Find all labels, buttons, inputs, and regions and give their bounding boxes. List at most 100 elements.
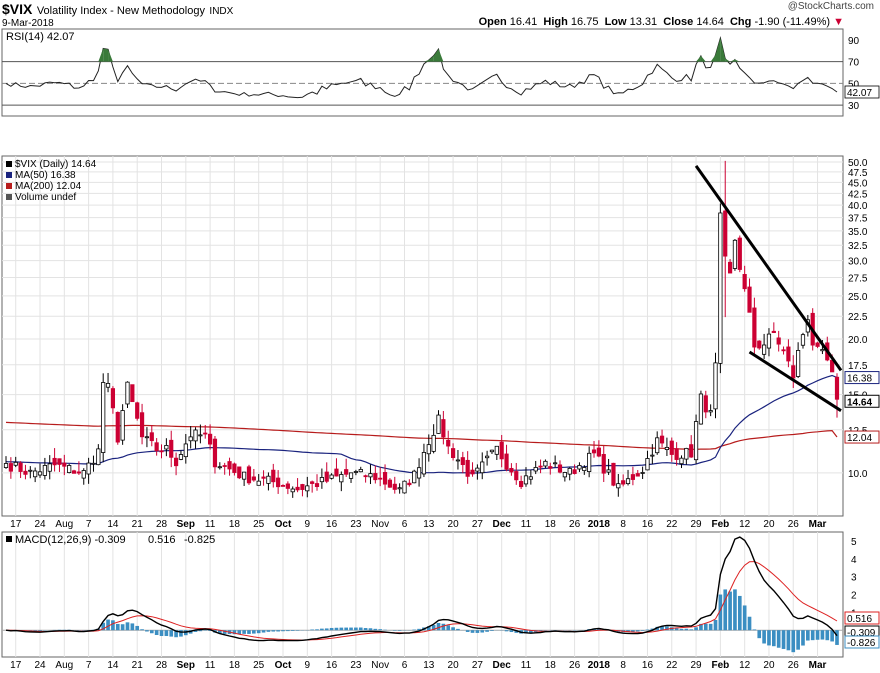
candle-body	[139, 412, 145, 438]
rsi-overbought-fill	[720, 37, 726, 62]
candle-body	[528, 476, 533, 480]
candle-body	[13, 461, 18, 466]
candle-body	[781, 349, 786, 352]
price-legend-entry: $VIX (Daily) 14.64	[15, 159, 97, 170]
candle-body	[203, 432, 208, 435]
candle-body	[645, 458, 650, 471]
price-legend-swatch	[6, 161, 12, 167]
price-y-tick-label: 50.0	[848, 158, 868, 169]
macd-histogram-bar	[451, 627, 455, 631]
rsi-overbought-fill	[438, 49, 444, 62]
macd-histogram-bar	[524, 630, 528, 634]
macd-x-tick-label: Mar	[809, 660, 827, 671]
candle-body	[334, 468, 339, 477]
macd-histogram-bar	[310, 629, 314, 631]
candle-body	[212, 438, 218, 468]
ohlc-readout: Open 16.41 High 16.75 Low 13.31 Close 14…	[479, 16, 844, 28]
candle-body	[183, 443, 188, 458]
price-x-tick-label: Mar	[809, 519, 827, 530]
candle-body	[732, 239, 738, 269]
macd-histogram-bar	[742, 605, 747, 631]
macd-histogram-bar	[397, 630, 402, 631]
price-x-tick-label: Sep	[177, 519, 195, 530]
price-y-tick-label: 27.5	[848, 273, 868, 284]
candle-body	[285, 483, 290, 489]
macd-histogram-bar	[344, 627, 348, 631]
macd-legend-swatch	[6, 536, 12, 542]
macd-histogram-bar	[796, 630, 800, 650]
price-x-tick-label: 29	[691, 519, 703, 530]
price-x-tick-label: 13	[423, 519, 435, 530]
macd-histogram-bar	[208, 630, 212, 631]
trendline	[694, 165, 843, 372]
macd-x-tick-label: 23	[350, 660, 362, 671]
macd-histogram-bar	[252, 630, 256, 634]
trendline	[748, 350, 842, 412]
candle-body	[402, 480, 407, 494]
price-x-tick-label: 9	[305, 519, 311, 530]
macd-x-tick-label: 25	[253, 660, 265, 671]
macd-histogram-bar	[140, 629, 144, 631]
macd-x-tick-label: Feb	[711, 660, 729, 671]
candle-body	[412, 470, 417, 484]
price-y-tick-label: 37.5	[848, 214, 868, 225]
price-legend-entry: MA(50) 16.38	[15, 170, 76, 181]
candle-body	[489, 449, 495, 453]
price-y-tick-label: 42.5	[848, 189, 868, 200]
candle-body	[208, 433, 213, 445]
macd-histogram-bar	[295, 630, 300, 631]
macd-histogram-bar	[266, 630, 271, 632]
candle-body	[708, 410, 713, 413]
price-x-tick-label: Oct	[275, 519, 292, 530]
candle-body	[421, 452, 427, 475]
price-y-tick-label: 30.0	[848, 257, 868, 268]
macd-histogram-bar	[703, 623, 708, 631]
candle-body	[387, 479, 393, 488]
macd-histogram-bar	[470, 630, 475, 633]
candle-body	[465, 459, 470, 477]
macd-histogram-bar	[431, 625, 436, 631]
candle-body	[635, 473, 640, 477]
macd-histogram-bar	[733, 589, 737, 631]
candle-body	[159, 450, 164, 453]
price-last-ma50-label: 16.38	[847, 374, 872, 385]
macd-histogram-bar	[699, 623, 703, 631]
macd-histogram-bar	[737, 595, 742, 631]
macd-histogram-bar	[115, 623, 120, 631]
rsi-overbought-fill	[730, 59, 735, 62]
macd-histogram-bar	[674, 628, 679, 631]
macd-histogram-bar	[354, 627, 358, 631]
macd-histogram-bar	[159, 630, 164, 636]
macd-histogram-bar	[247, 630, 251, 634]
candle-body	[499, 441, 504, 460]
price-last-ma50-box	[844, 371, 880, 385]
price-legend-swatch	[6, 172, 12, 178]
price-x-tick-label: 25	[253, 519, 265, 530]
candle-body	[480, 461, 485, 474]
candle-body	[222, 465, 227, 467]
macd-histogram-bar	[120, 624, 125, 631]
price-x-tick-label: 18	[545, 519, 557, 530]
macd-histogram-bar	[281, 630, 285, 632]
macd-histogram-bar	[645, 629, 650, 631]
candle-body	[416, 467, 422, 479]
rsi-overbought-fill	[710, 54, 716, 62]
macd-x-tick-label: 16	[326, 660, 338, 671]
macd-histogram-bar	[723, 589, 728, 631]
candle-body	[834, 376, 840, 400]
macd-histogram-bar	[101, 622, 106, 631]
ma200-line	[5, 421, 838, 450]
macd-histogram-bar	[635, 630, 640, 632]
macd-histogram-bar	[111, 620, 115, 631]
candle-body	[446, 439, 451, 447]
candle-body	[314, 483, 320, 487]
candle-body	[28, 469, 33, 472]
price-x-tick-label: 14	[107, 519, 119, 530]
macd-x-tick-label: Aug	[55, 660, 73, 671]
price-x-tick-label: 20	[763, 519, 775, 530]
macd-y-tick-label: 3	[851, 573, 857, 584]
candle-body	[577, 465, 582, 470]
macd-histogram-bar	[810, 630, 815, 641]
rsi-overbought-fill	[423, 60, 429, 62]
